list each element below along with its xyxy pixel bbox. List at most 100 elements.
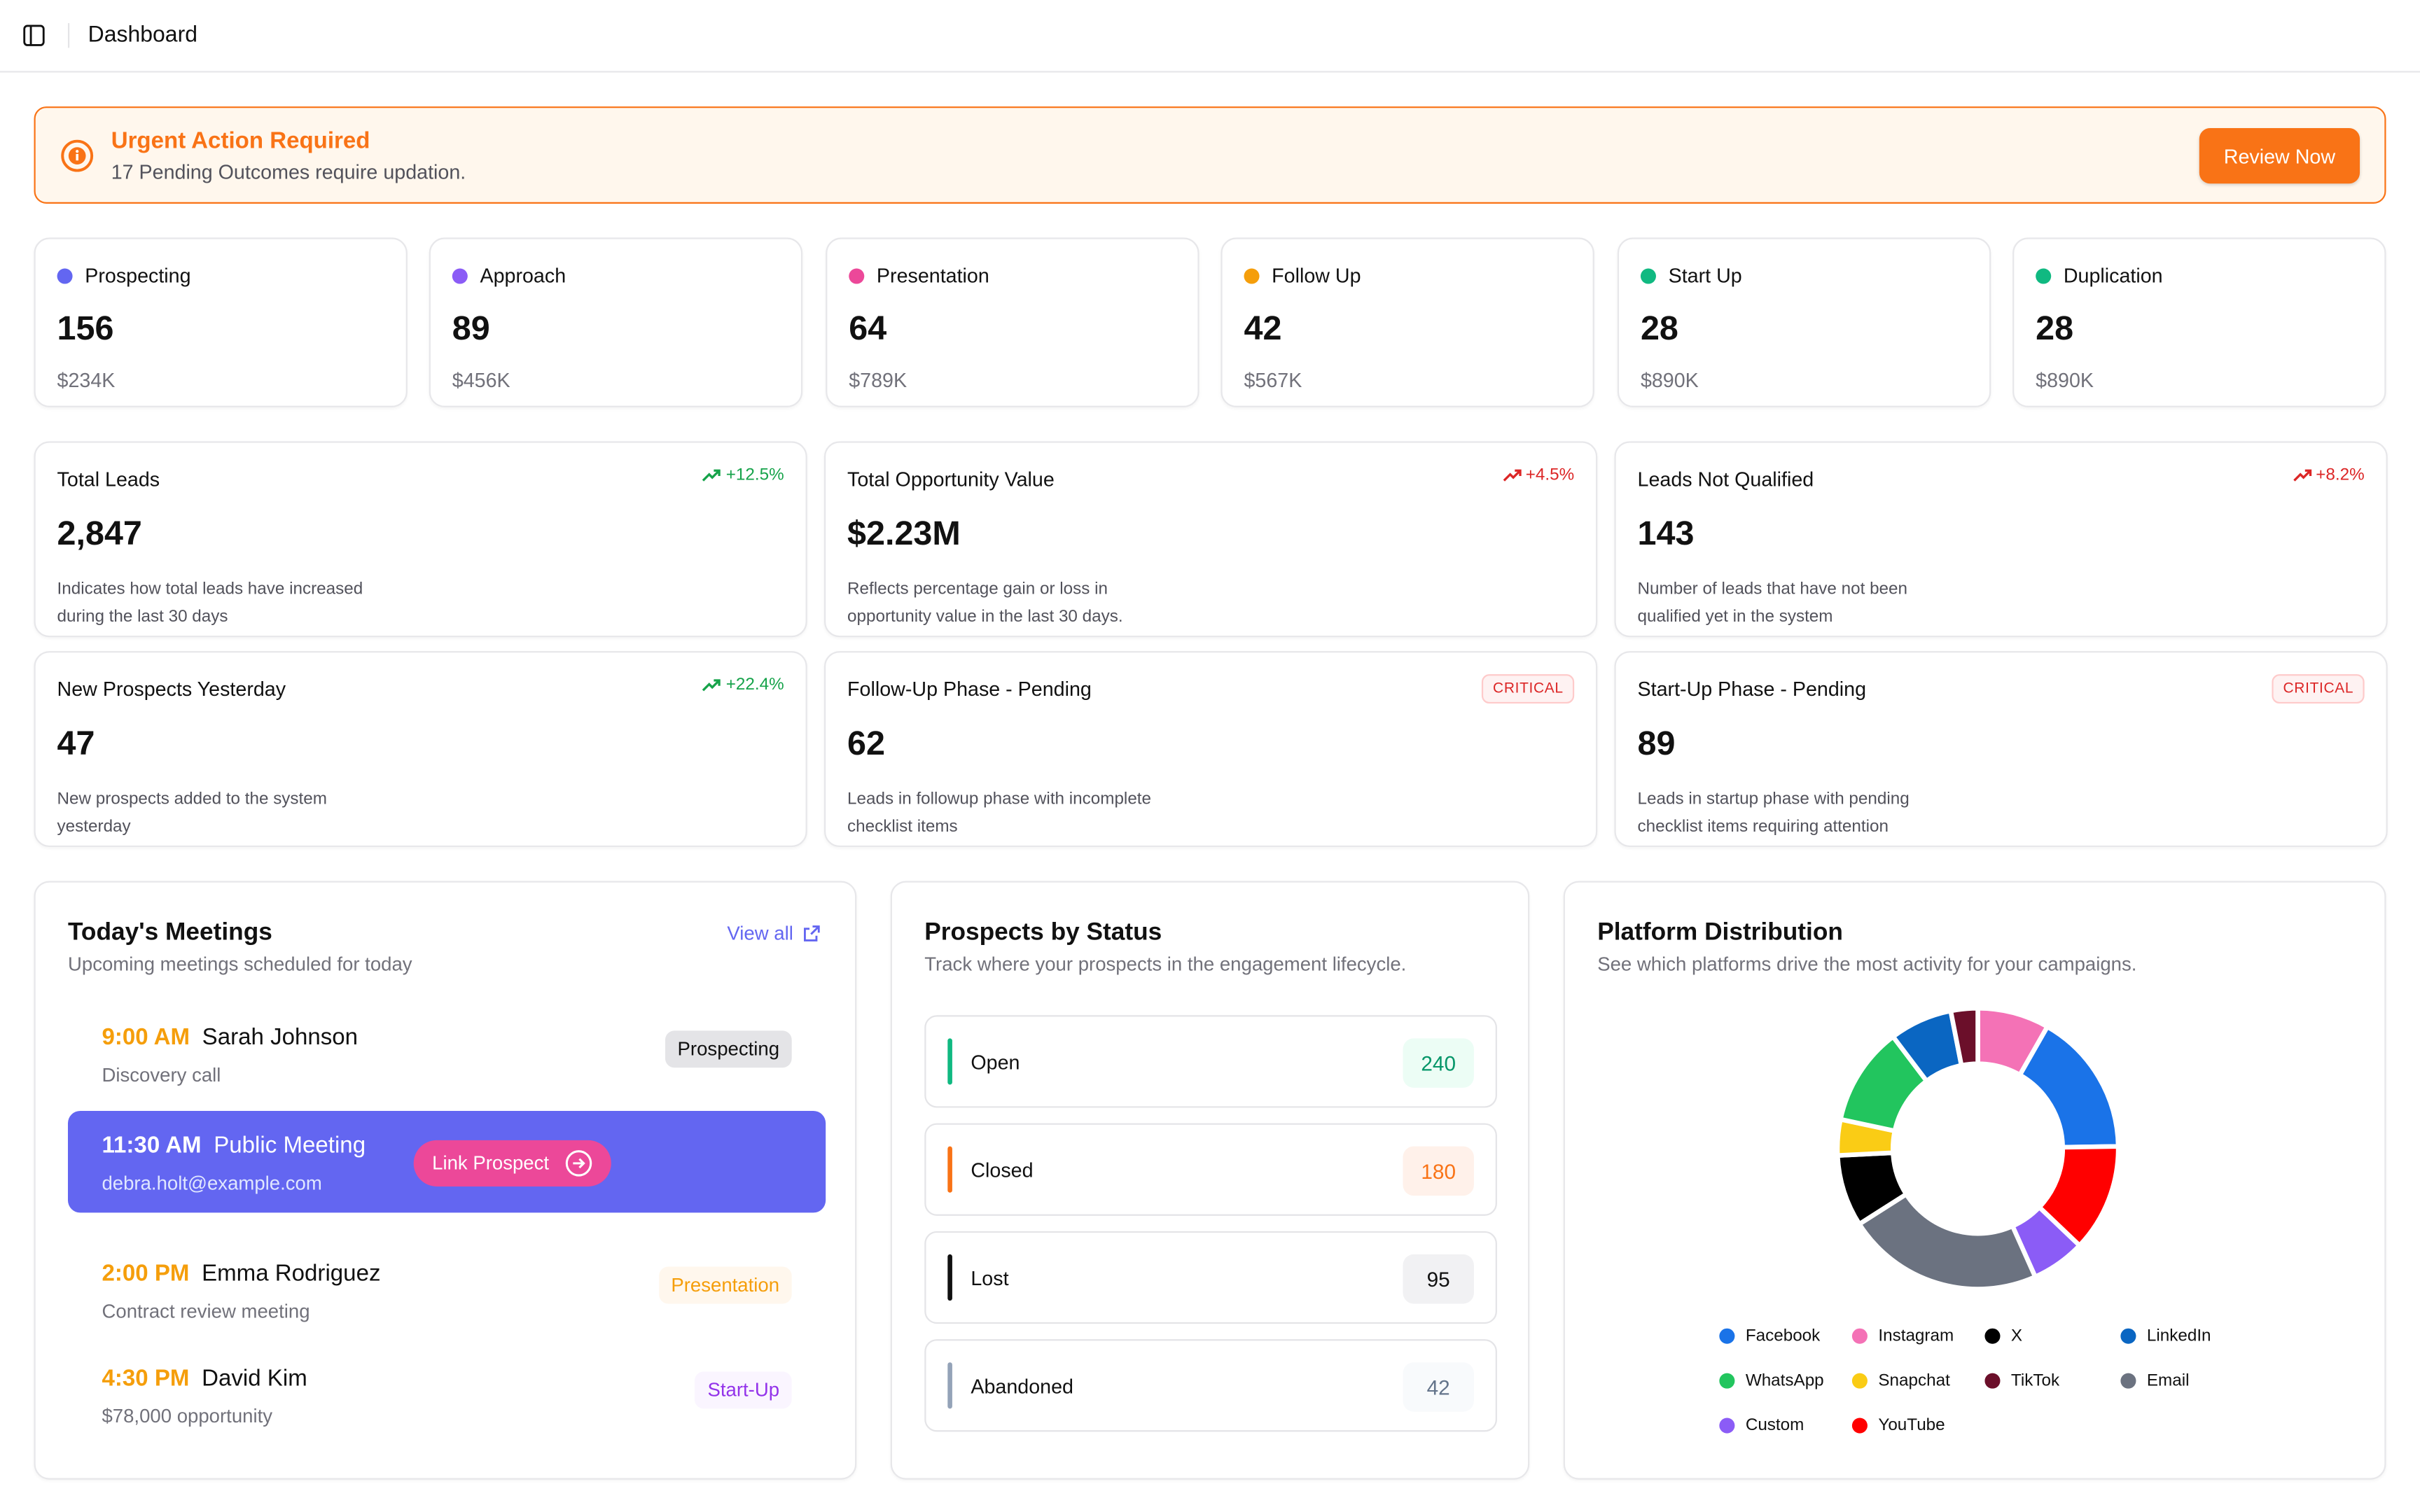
metric-card-total-opportunity: Total Opportunity Value +4.5% $2.23M Ref… [823,441,1598,638]
donut-slice-email[interactable] [1856,1191,2038,1292]
stage-count: 64 [849,308,887,347]
meeting-time: 4:30 PM [102,1365,190,1392]
meeting-item[interactable]: 9:00 AM Sarah Johnson Discovery call Pros… [68,1006,826,1107]
meeting-name: Public Meeting [214,1132,366,1159]
stage-card-follow-up[interactable]: Follow Up 42 $567K [1221,237,1594,407]
stage-count: 156 [57,308,114,347]
stage-card-start-up[interactable]: Start Up 28 $890K [1617,237,1991,407]
stage-card-approach[interactable]: Approach 89 $456K [429,237,803,407]
meetings-title: Today's Meetings [67,919,272,946]
stage-count: 89 [452,308,490,347]
meeting-description: Contract review meeting [102,1301,310,1322]
status-count: 42 [1403,1362,1474,1412]
meeting-item[interactable]: 4:30 PM David Kim $78,000 opportunity Sta… [68,1347,826,1448]
legend-item-linkedin: LinkedIn [2120,1327,2211,1345]
metric-description: Indicates how total leads have increased… [57,580,363,626]
stage-name: Duplication [2063,263,2163,287]
stage-count: 42 [1244,308,1282,347]
legend-item-whatsapp: WhatsApp [1719,1371,1824,1390]
external-link-icon [803,925,820,941]
meeting-item[interactable]: 2:00 PM Emma Rodriguez Contract review me… [68,1242,826,1343]
trend-value: +12.5% [725,465,784,485]
stage-value: $456K [452,368,510,392]
page-title: Dashboard [88,23,197,48]
stage-card-presentation[interactable]: Presentation 64 $789K [826,237,1199,407]
donut-slice-tiktok[interactable] [1947,1006,1980,1068]
urgent-alert: Urgent Action Required 17 Pending Outcom… [34,106,2386,204]
status-row-lost[interactable]: Lost 95 [924,1231,1497,1324]
metric-value: $2.23M [847,513,961,553]
metric-description: Leads in followup phase with incomplete … [847,790,1152,836]
link-prospect-button[interactable]: Link Prospect [413,1140,611,1186]
legend-dot [1984,1328,2001,1344]
meeting-name: David Kim [202,1365,307,1392]
legend-dot [1984,1373,2001,1389]
stage-count: 28 [1640,308,1678,347]
metric-description: Reflects percentage gain or loss in oppo… [847,580,1123,626]
sidebar-toggle-icon[interactable] [22,23,46,48]
stage-value: $567K [1244,368,1302,392]
status-label: Closed [971,1158,1034,1182]
status-label: Abandoned [971,1373,1073,1397]
trending-up-icon [2293,469,2311,482]
legend-dot [1851,1328,1868,1344]
metric-card-follow-up-pending: Follow-Up Phase - Pending CRITICAL 62 Le… [823,651,1598,848]
metric-title: Total Leads [57,467,160,491]
alert-message: 17 Pending Outcomes require updation. [111,160,466,183]
legend-item-youtube: YouTube [1851,1416,1945,1435]
trend-up: +4.5% [1502,466,1574,484]
donut-slice-facebook[interactable] [2017,1023,2121,1150]
legend-dot [1851,1418,1868,1434]
legend-dot [1851,1373,1868,1389]
legend-item-x: X [1984,1327,2022,1345]
info-icon [60,138,94,172]
stage-card-prospecting[interactable]: Prospecting 156 $234K [34,237,408,407]
metric-description: Leads in startup phase with pending chec… [1637,790,1910,836]
stage-name: Start Up [1668,263,1742,287]
legend-label: Instagram [1878,1326,1954,1345]
stage-value: $789K [849,368,908,392]
status-row-closed[interactable]: Closed 180 [924,1123,1497,1216]
stage-value: $890K [1640,368,1699,392]
status-row-abandoned[interactable]: Abandoned 42 [924,1339,1497,1432]
critical-badge: CRITICAL [2272,674,2365,704]
status-color-bar [947,1254,952,1301]
view-all-link[interactable]: View all [727,923,821,944]
trending-up-icon [702,469,721,482]
trend-up: +22.4% [702,676,784,694]
meeting-description: Discovery call [102,1064,221,1086]
stage-dot [1244,267,1260,284]
stage-dot [849,267,865,284]
stage-card-duplication[interactable]: Duplication 28 $890K [2012,237,2386,407]
platform-donut-chart [1835,1006,2121,1292]
meeting-time: 11:30 AM [102,1132,202,1159]
meeting-item-active[interactable]: 11:30 AM Public Meeting debra.holt@exampl… [67,1110,826,1213]
todays-meetings-panel: Today's Meetings Upcoming meetings sched… [34,881,857,1480]
metric-description: New prospects added to the system yester… [57,790,327,836]
legend-label: LinkedIn [2146,1326,2211,1345]
stage-value: $234K [57,368,116,392]
prospects-by-status-panel: Prospects by Status Track where your pro… [890,881,1530,1480]
metric-title: Total Opportunity Value [847,467,1055,491]
donut-svg [1835,1006,2121,1292]
legend-item-facebook: Facebook [1719,1327,1820,1345]
legend-dot [1719,1373,1735,1389]
meeting-name: Sarah Johnson [202,1024,359,1051]
metric-value: 143 [1637,513,1695,553]
legend-label: Facebook [1745,1326,1821,1345]
trend-value: +22.4% [725,676,784,694]
metric-value: 62 [847,723,886,762]
legend-label: WhatsApp [1745,1371,1824,1390]
meeting-time: 9:00 AM [102,1024,190,1051]
status-title: Prospects by Status [924,919,1162,946]
status-color-bar [947,1146,952,1193]
stage-dot [452,267,468,284]
stage-name: Prospecting [85,263,191,287]
metric-card-start-up-pending: Start-Up Phase - Pending CRITICAL 89 Lea… [1614,651,2388,848]
trending-up-icon [1502,469,1521,482]
meeting-status-badge: Start-Up [695,1371,792,1409]
review-now-button[interactable]: Review Now [2199,127,2360,184]
status-row-open[interactable]: Open 240 [924,1015,1497,1108]
platform-title: Platform Distribution [1597,919,1843,946]
stage-dot [57,267,73,284]
